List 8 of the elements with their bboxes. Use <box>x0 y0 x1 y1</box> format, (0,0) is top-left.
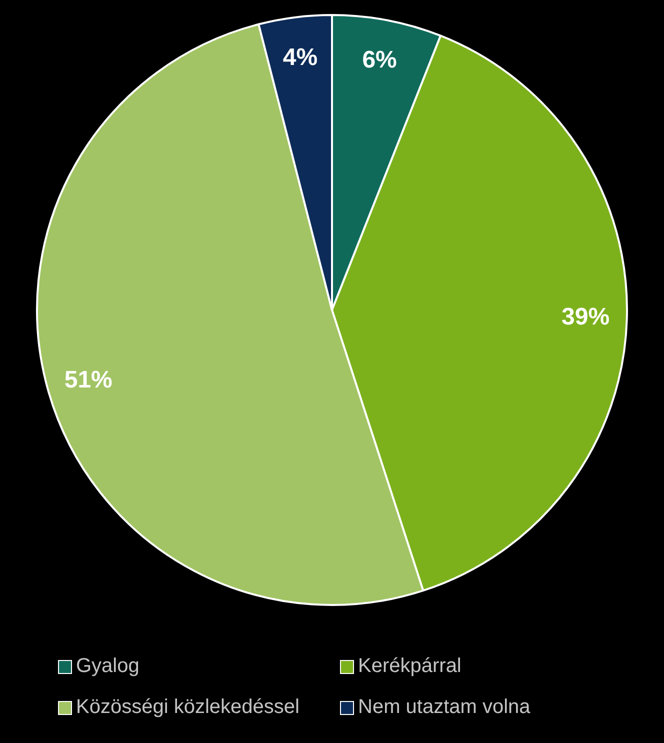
legend-label: Kerékpárral <box>358 655 462 678</box>
data-label: 39% <box>562 304 610 331</box>
data-label: 6% <box>362 46 397 74</box>
legend-label: Nem utaztam volna <box>358 696 530 719</box>
data-label: 4% <box>282 44 318 71</box>
legend-label: Közösségi közlekedéssel <box>76 696 300 719</box>
legend-label: Gyalog <box>76 655 140 678</box>
data-label: 51% <box>64 366 112 394</box>
